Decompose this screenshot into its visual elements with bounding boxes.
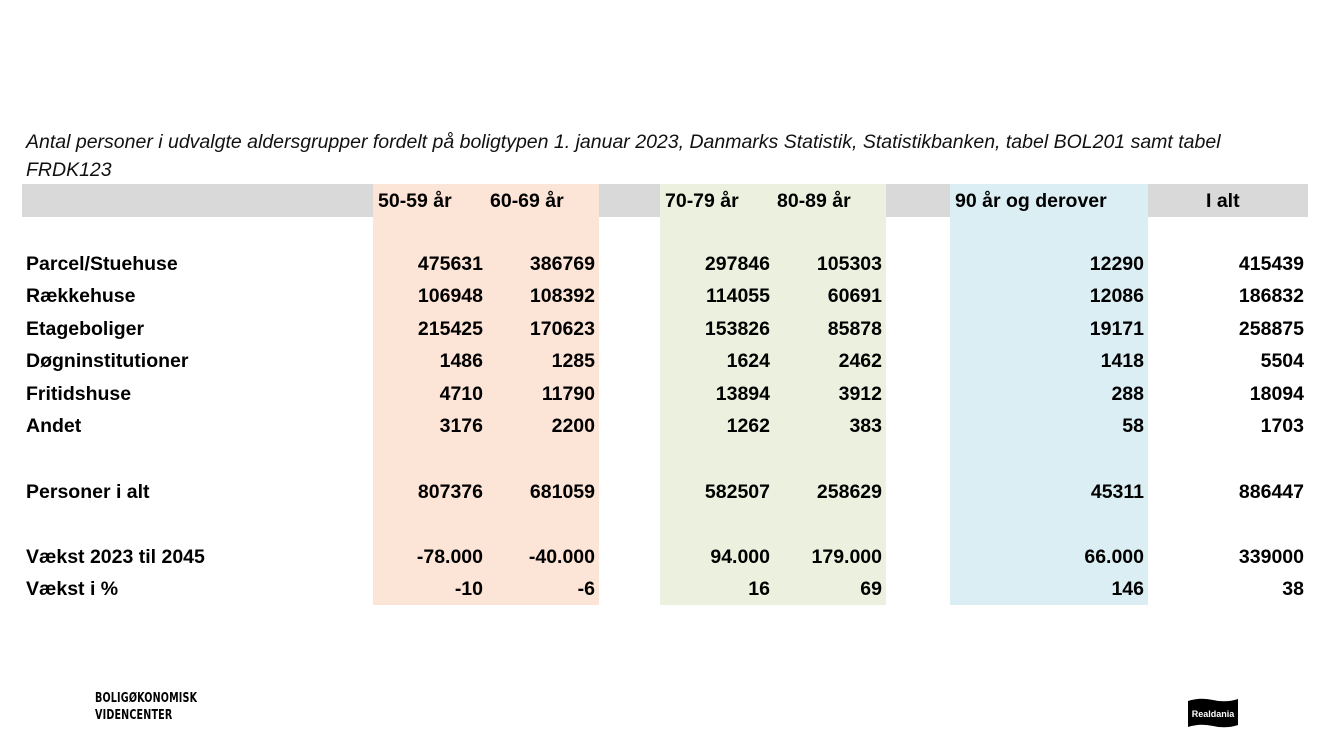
cell-vaekst-pct-60-69: -6 bbox=[577, 578, 595, 600]
header-band-left bbox=[22, 184, 373, 217]
row-label-andet: Andet bbox=[26, 415, 82, 437]
cell-parcel-stuehuse-70-79: 297846 bbox=[704, 253, 770, 275]
cell-doegninstitutioner-50-59: 1486 bbox=[439, 350, 483, 372]
cell-personer-i-alt-70-79: 582507 bbox=[704, 481, 770, 503]
cell-fritidshuse-80-89: 3912 bbox=[838, 383, 882, 405]
cell-fritidshuse-70-79: 13894 bbox=[715, 383, 770, 405]
row-label-raekkehuse: Rækkehuse bbox=[26, 285, 136, 307]
cell-fritidshuse-50-59: 4710 bbox=[439, 383, 483, 405]
cell-andet-70-79: 1262 bbox=[726, 415, 770, 437]
cell-parcel-stuehuse-90-plus: 12290 bbox=[1089, 253, 1144, 275]
cell-vaekst-2023-2045-50-59: -78.000 bbox=[416, 546, 483, 568]
cell-vaekst-2023-2045-70-79: 94.000 bbox=[710, 546, 770, 568]
cell-raekkehuse-70-79: 114055 bbox=[706, 285, 770, 307]
row-label-doegninstitutioner: Døgninstitutioner bbox=[26, 350, 189, 372]
cell-parcel-stuehuse-60-69: 386769 bbox=[529, 253, 595, 275]
cell-fritidshuse-90-plus: 288 bbox=[1111, 383, 1144, 405]
cell-andet-80-89: 383 bbox=[849, 415, 882, 437]
header-band-right bbox=[1148, 184, 1308, 217]
logo-line-1: BOLIGØKONOMISK bbox=[95, 691, 198, 706]
header-band-gap-2 bbox=[886, 184, 950, 217]
cell-vaekst-pct-70-79: 16 bbox=[748, 578, 770, 600]
cell-etageboliger-60-69: 170623 bbox=[529, 318, 595, 340]
table-title: Antal personer i udvalgte aldersgrupper … bbox=[26, 131, 1221, 181]
cell-vaekst-2023-2045-60-69: -40.000 bbox=[528, 546, 595, 568]
cell-parcel-stuehuse-total: 415439 bbox=[1238, 253, 1304, 275]
row-label-personer-i-alt: Personer i alt bbox=[26, 481, 150, 503]
group-50-69-background bbox=[373, 184, 599, 605]
cell-personer-i-alt-60-69: 681059 bbox=[529, 481, 595, 503]
cell-andet-total: 1703 bbox=[1260, 415, 1304, 437]
cell-doegninstitutioner-90-plus: 1418 bbox=[1100, 350, 1144, 372]
realdania-logo-text: Realdania bbox=[1192, 709, 1236, 719]
col-header-50-59: 50-59 år bbox=[378, 190, 452, 212]
row-label-vaekst-2023-2045: Vækst 2023 til 2045 bbox=[26, 546, 205, 568]
cell-etageboliger-50-59: 215425 bbox=[417, 318, 483, 340]
cell-raekkehuse-50-59: 106948 bbox=[417, 285, 483, 307]
col-header-total: I alt bbox=[1206, 190, 1240, 212]
group-70-89-background bbox=[660, 184, 886, 605]
row-label-etageboliger: Etageboliger bbox=[26, 318, 145, 340]
cell-vaekst-pct-80-89: 69 bbox=[860, 578, 882, 600]
row-label-vaekst-pct: Vækst i % bbox=[26, 578, 119, 600]
col-header-60-69: 60-69 år bbox=[490, 190, 564, 212]
cell-andet-50-59: 3176 bbox=[439, 415, 483, 437]
cell-parcel-stuehuse-50-59: 475631 bbox=[417, 253, 483, 275]
cell-vaekst-pct-total: 38 bbox=[1282, 578, 1304, 600]
cell-doegninstitutioner-70-79: 1624 bbox=[726, 350, 770, 372]
col-header-70-79: 70-79 år bbox=[665, 190, 739, 212]
cell-raekkehuse-total: 186832 bbox=[1238, 285, 1304, 307]
cell-personer-i-alt-90-plus: 45311 bbox=[1090, 481, 1144, 503]
cell-andet-60-69: 2200 bbox=[551, 415, 595, 437]
cell-personer-i-alt-80-89: 258629 bbox=[816, 481, 882, 503]
group-90-background bbox=[950, 184, 1148, 605]
cell-vaekst-2023-2045-90-plus: 66.000 bbox=[1084, 546, 1144, 568]
cell-fritidshuse-60-69: 11790 bbox=[541, 383, 595, 405]
cell-etageboliger-80-89: 85878 bbox=[827, 318, 882, 340]
cell-personer-i-alt-50-59: 807376 bbox=[417, 481, 483, 503]
col-header-80-89: 80-89 år bbox=[777, 190, 851, 212]
cell-doegninstitutioner-80-89: 2462 bbox=[838, 350, 882, 372]
cell-parcel-stuehuse-80-89: 105303 bbox=[816, 253, 882, 275]
cell-etageboliger-total: 258875 bbox=[1238, 318, 1304, 340]
row-label-parcel-stuehuse: Parcel/Stuehuse bbox=[26, 253, 178, 275]
cell-vaekst-pct-90-plus: 146 bbox=[1111, 578, 1144, 600]
cell-vaekst-pct-50-59: -10 bbox=[454, 578, 483, 600]
cell-doegninstitutioner-total: 5504 bbox=[1260, 350, 1304, 372]
row-label-fritidshuse: Fritidshuse bbox=[26, 383, 132, 405]
cell-vaekst-2023-2045-total: 339000 bbox=[1238, 546, 1304, 568]
header-band-gap-1 bbox=[599, 184, 660, 217]
cell-personer-i-alt-total: 886447 bbox=[1238, 481, 1304, 503]
cell-raekkehuse-80-89: 60691 bbox=[827, 285, 882, 307]
cell-raekkehuse-90-plus: 12086 bbox=[1089, 285, 1144, 307]
cell-etageboliger-70-79: 153826 bbox=[704, 318, 770, 340]
cell-fritidshuse-total: 18094 bbox=[1249, 383, 1304, 405]
logo-line-2: VIDENCENTER bbox=[95, 708, 173, 723]
cell-andet-90-plus: 58 bbox=[1122, 415, 1144, 437]
realdania-logo: Realdania bbox=[1188, 697, 1238, 729]
col-header-90-plus: 90 år og derover bbox=[955, 190, 1107, 212]
cell-raekkehuse-60-69: 108392 bbox=[529, 285, 595, 307]
cell-etageboliger-90-plus: 19171 bbox=[1089, 318, 1144, 340]
cell-vaekst-2023-2045-80-89: 179.000 bbox=[811, 546, 883, 568]
boligokonomisk-videncenter-logo: BOLIGØKONOMISK VIDENCENTER bbox=[95, 690, 197, 724]
cell-doegninstitutioner-60-69: 1285 bbox=[551, 350, 595, 372]
